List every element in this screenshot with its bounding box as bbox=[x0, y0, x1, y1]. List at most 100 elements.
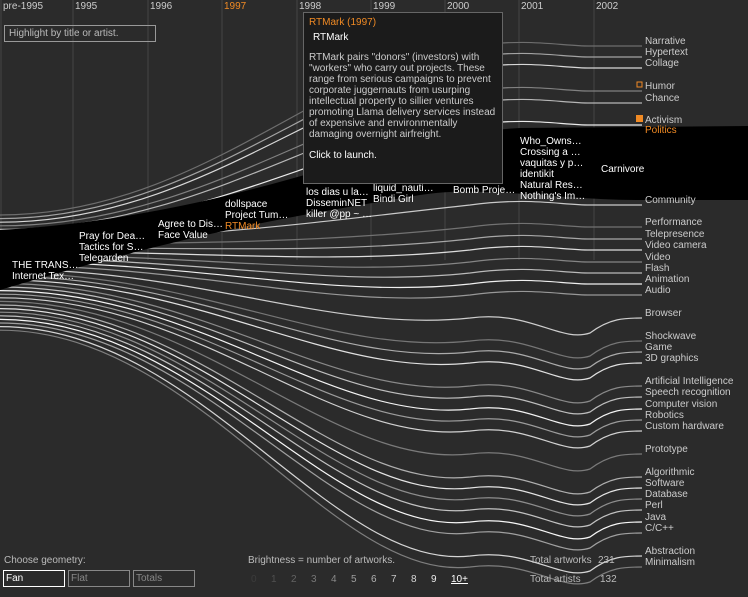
geometry-button[interactable]: Fan bbox=[3, 570, 65, 587]
year-label: 1997 bbox=[224, 1, 247, 12]
stream-line bbox=[0, 234, 642, 250]
artwork-label[interactable]: Internet Tex… bbox=[12, 271, 75, 282]
checkbox bbox=[636, 81, 643, 88]
tooltip-action[interactable]: Click to launch. bbox=[309, 150, 377, 161]
stream-line bbox=[0, 268, 643, 336]
stream-line bbox=[0, 272, 643, 359]
artwork-label[interactable]: Telegarden bbox=[79, 253, 129, 264]
category-label[interactable]: Politics bbox=[645, 125, 677, 136]
artwork-label[interactable]: Agree to Dis… bbox=[158, 219, 224, 230]
artwork-label[interactable]: liquid_nauti… bbox=[373, 183, 434, 194]
artwork-label[interactable]: identikit bbox=[520, 169, 554, 180]
category-label[interactable]: Custom hardware bbox=[645, 421, 724, 432]
category-label[interactable]: Video camera bbox=[645, 240, 707, 251]
artwork-label[interactable]: Face Value bbox=[158, 230, 208, 241]
stream-line bbox=[0, 275, 643, 370]
year-label: pre-1995 bbox=[3, 1, 44, 12]
year-label: 2000 bbox=[447, 1, 470, 12]
stream-line bbox=[0, 297, 643, 449]
category-label[interactable]: Prototype bbox=[645, 444, 688, 455]
geometry-button[interactable]: Totals bbox=[133, 570, 195, 587]
category-label[interactable]: Software bbox=[645, 478, 685, 489]
artwork-label[interactable]: Tactics for S… bbox=[79, 242, 144, 253]
artwork-label[interactable]: Project Tum… bbox=[225, 210, 289, 221]
category-label[interactable]: 3D graphics bbox=[645, 353, 699, 364]
brightness-step: 0 bbox=[251, 574, 257, 585]
tooltip-name: RTMark bbox=[313, 32, 349, 43]
stream-line bbox=[0, 261, 642, 289]
category-label[interactable]: Database bbox=[645, 489, 688, 500]
stream-line bbox=[0, 282, 643, 404]
artwork-label[interactable]: killer @pp ~ … bbox=[306, 209, 373, 220]
category-label[interactable]: Game bbox=[645, 342, 673, 353]
category-label[interactable]: Hypertext bbox=[645, 47, 688, 58]
artwork-label[interactable]: vaquitas y p… bbox=[520, 158, 584, 169]
stream-line bbox=[0, 245, 642, 258]
category-label[interactable]: Performance bbox=[645, 217, 703, 228]
artwork-label[interactable]: Pray for Dea… bbox=[79, 231, 146, 242]
stream-line bbox=[0, 254, 642, 268]
category-label[interactable]: Audio bbox=[645, 285, 671, 296]
category-label[interactable]: Abstraction bbox=[645, 546, 696, 557]
category-label[interactable]: Flash bbox=[645, 263, 670, 274]
category-label[interactable]: Narrative bbox=[645, 36, 686, 47]
category-label[interactable]: Robotics bbox=[645, 410, 684, 421]
tooltip: RTMark (1997) RTMark RTMark pairs "donor… bbox=[303, 12, 503, 184]
category-label[interactable]: Artificial Intelligence bbox=[645, 376, 734, 387]
stream-line bbox=[0, 300, 643, 472]
category-label[interactable]: Video bbox=[645, 252, 671, 263]
brightness-step: 9 bbox=[431, 574, 437, 585]
year-label: 1999 bbox=[373, 1, 396, 12]
selected-band bbox=[0, 126, 748, 290]
brightness-step: 4 bbox=[331, 574, 337, 585]
year-label: 1998 bbox=[299, 1, 322, 12]
stream-line bbox=[0, 322, 643, 551]
category-label[interactable]: Humor bbox=[645, 81, 676, 92]
stream-line bbox=[0, 315, 643, 528]
category-label[interactable]: Community bbox=[645, 195, 696, 206]
artwork-label[interactable]: THE TRANS… bbox=[12, 260, 79, 271]
category-label[interactable]: Animation bbox=[645, 274, 690, 285]
tooltip-body: RTMark pairs "donors" (investors) with "… bbox=[309, 52, 496, 140]
brightness-step: 2 bbox=[291, 574, 297, 585]
artwork-label[interactable]: Nothing's Im… bbox=[520, 191, 586, 202]
artwork-label[interactable]: RTMark bbox=[225, 221, 261, 232]
category-label[interactable]: Activism bbox=[645, 115, 683, 126]
category-label[interactable]: Telepresence bbox=[645, 229, 705, 240]
category-label[interactable]: C/C++ bbox=[645, 523, 674, 534]
stream-line bbox=[0, 264, 642, 299]
artwork-label[interactable]: Natural Res… bbox=[520, 180, 583, 191]
brightness-step: 3 bbox=[311, 574, 317, 585]
tooltip-title: RTMark (1997) bbox=[309, 17, 377, 28]
artwork-label[interactable]: DisseminNET bbox=[306, 198, 368, 209]
artwork-label[interactable]: Who_Owns… bbox=[520, 136, 582, 147]
artwork-label[interactable]: Crossing a … bbox=[520, 147, 581, 158]
stream-line bbox=[0, 304, 643, 495]
artwork-label[interactable]: los dias u la… bbox=[306, 187, 369, 198]
category-label[interactable]: Perl bbox=[645, 500, 663, 511]
category-label[interactable]: Algorithmic bbox=[645, 467, 695, 478]
category-label[interactable]: Chance bbox=[645, 93, 680, 104]
total-artists-label: Total artists bbox=[530, 574, 581, 585]
year-label: 2001 bbox=[521, 1, 544, 12]
category-label[interactable]: Shockwave bbox=[645, 331, 697, 342]
brightness-step: 6 bbox=[371, 574, 377, 585]
artwork-label[interactable]: Bindi Girl bbox=[373, 194, 414, 205]
search-box[interactable]: Highlight by title or artist. bbox=[4, 25, 156, 42]
brightness-step: 5 bbox=[351, 574, 357, 585]
artwork-label[interactable]: dollspace bbox=[225, 199, 268, 210]
category-label[interactable]: Minimalism bbox=[645, 557, 695, 568]
brightness-step: 10+ bbox=[451, 574, 468, 585]
category-label[interactable]: Java bbox=[645, 512, 667, 523]
stream-line bbox=[0, 329, 643, 585]
stream-line bbox=[0, 311, 643, 517]
artwork-label[interactable]: Bomb Proje… bbox=[453, 185, 516, 196]
artwork-label[interactable]: Carnivore bbox=[601, 164, 645, 175]
category-label[interactable]: Speech recognition bbox=[645, 387, 731, 398]
category-label[interactable]: Browser bbox=[645, 308, 682, 319]
geometry-button[interactable]: Flat bbox=[68, 570, 130, 587]
category-label[interactable]: Computer vision bbox=[645, 399, 718, 410]
category-label[interactable]: Collage bbox=[645, 58, 679, 69]
year-label: 1996 bbox=[150, 1, 173, 12]
